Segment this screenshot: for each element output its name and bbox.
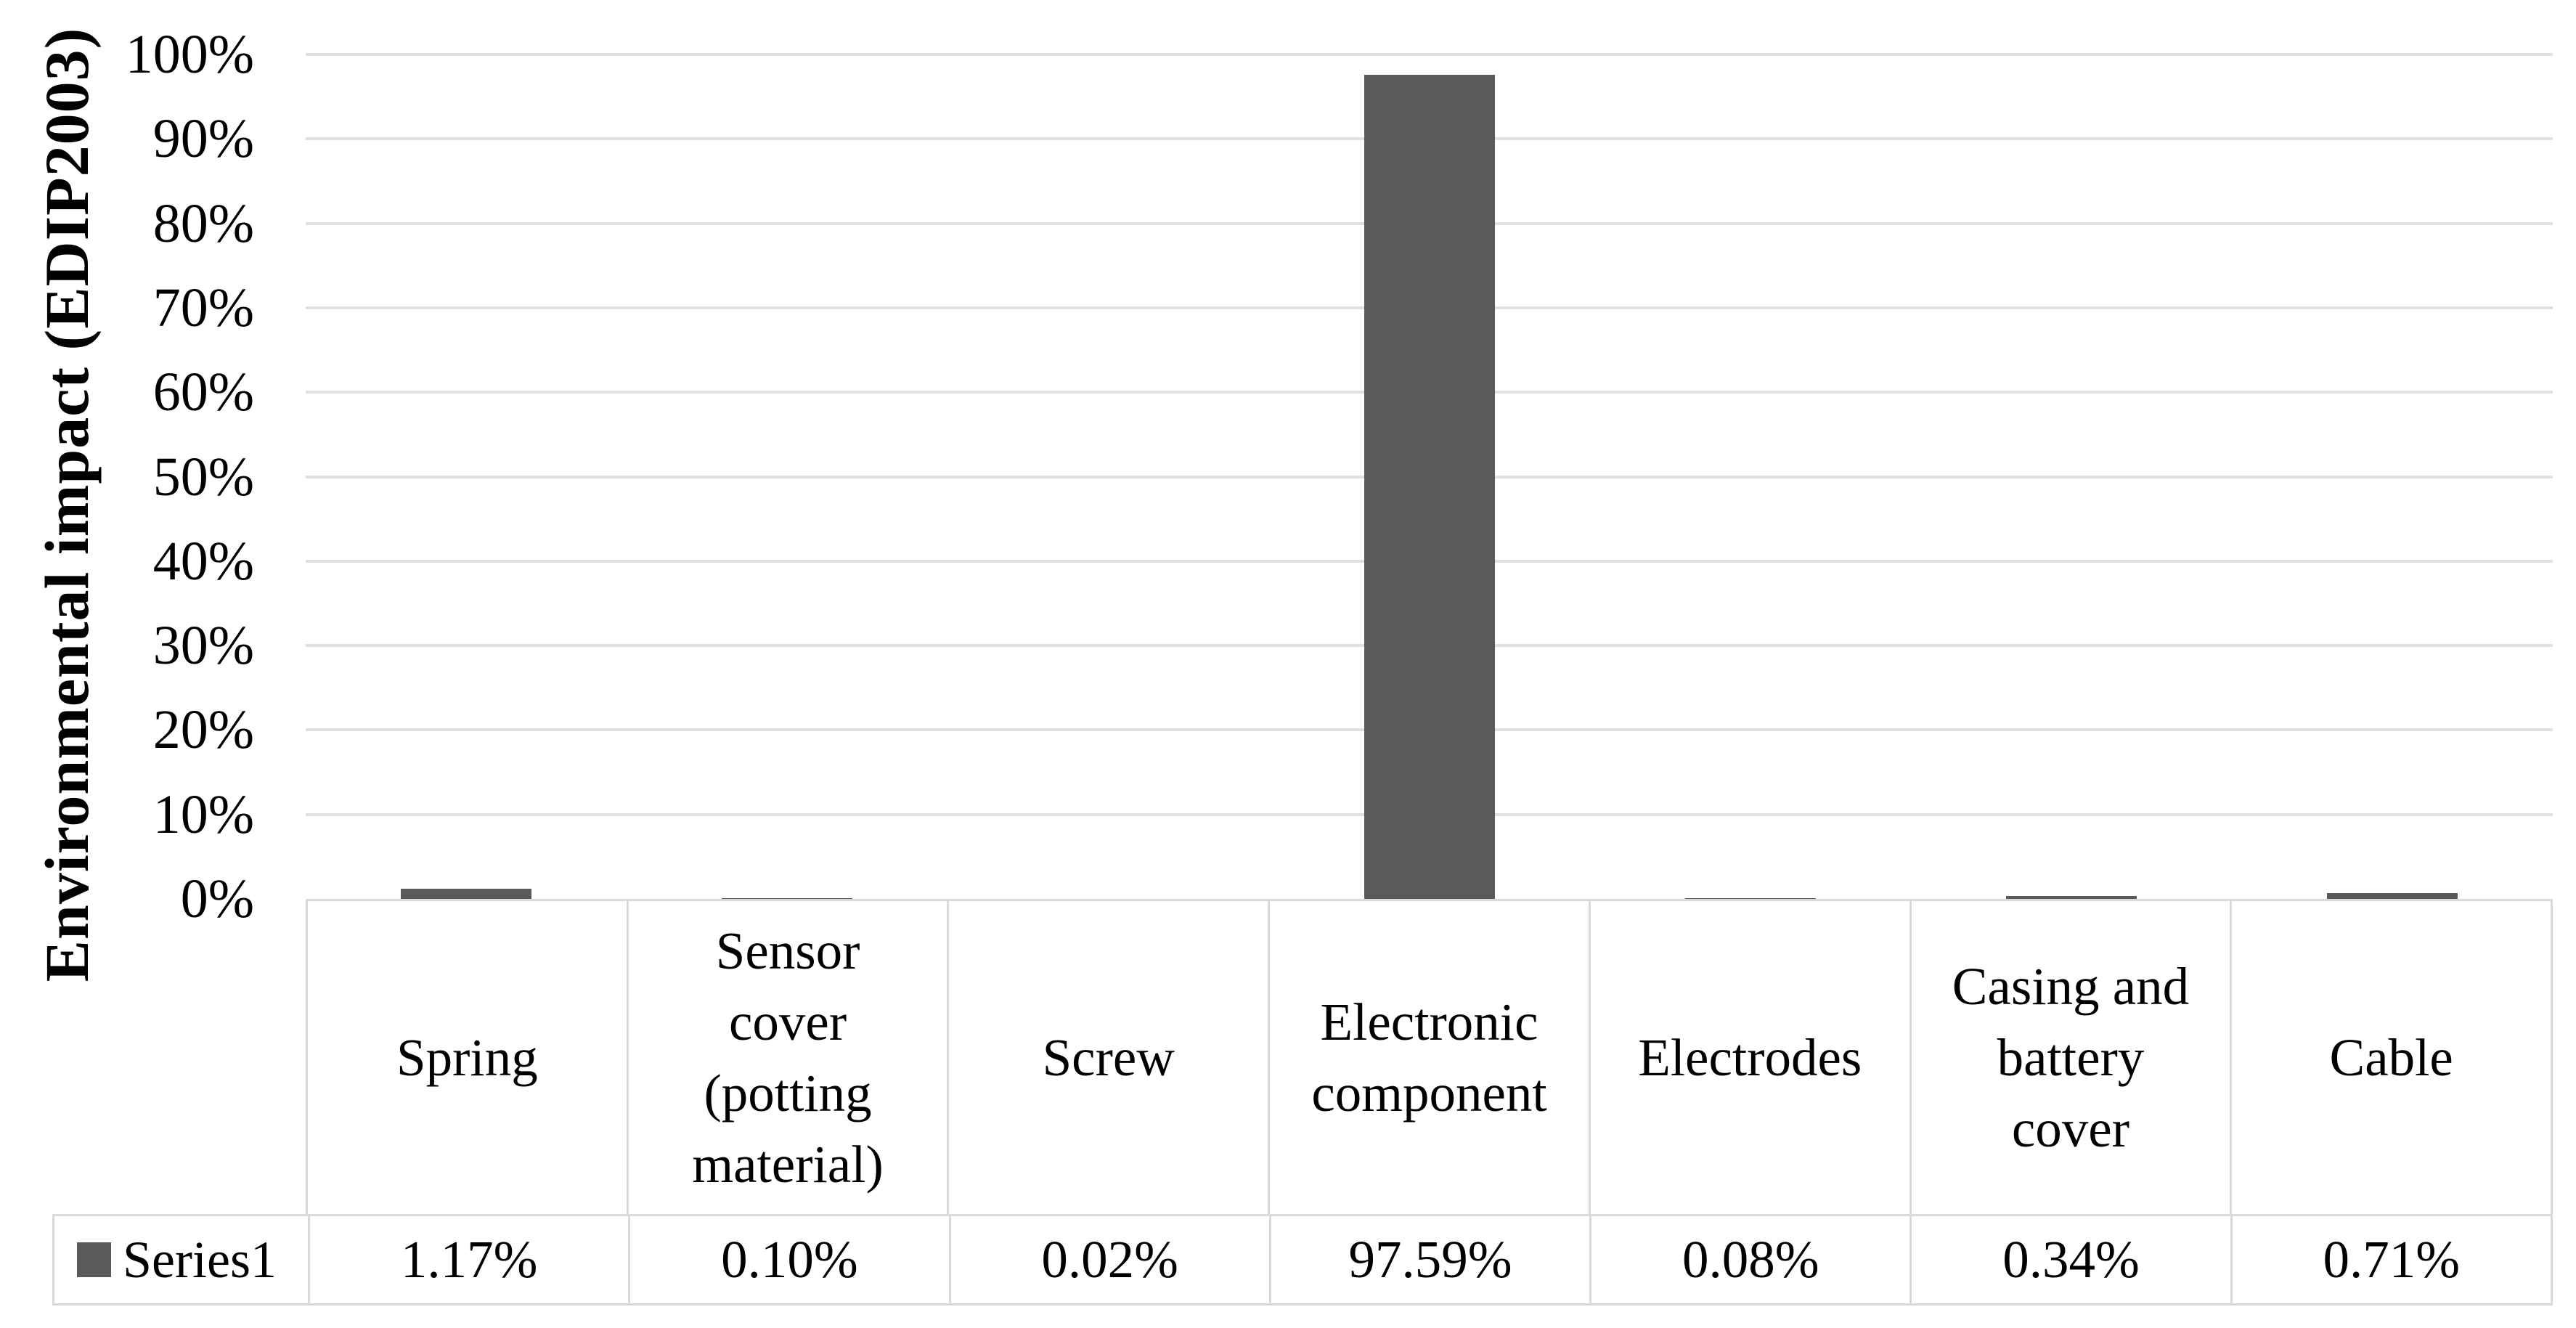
bar-cable [2326,892,2458,899]
value-cell: 0.71% [2230,1216,2551,1303]
category-cell: Cable [2230,901,2551,1214]
value-cell: 0.08% [1589,1216,1909,1303]
gridline [306,53,2553,56]
y-axis-tick-label: 80% [152,192,254,254]
data-table-category-row: Spring Sensor cover (potting material) Scr… [306,899,2553,1214]
series1-legend-label: Series1 [123,1230,277,1289]
value-cell: 97.59% [1268,1216,1589,1303]
y-axis-tick-label: 70% [152,277,254,338]
category-label: Screw [1042,1027,1175,1087]
series1-legend-swatch-icon [77,1242,111,1277]
category-label: Cable [2329,1027,2453,1087]
data-table-value-row: Series1 1.17% 0.10% 0.02% 97.59% 0.08% 0.34% 0… [52,1214,2553,1305]
value-cell: 0.10% [628,1216,948,1303]
bar-casing-and-battery-cover [2005,896,2137,899]
bar-electrodes [1684,898,1816,899]
y-axis-tick-label: 100% [125,24,254,85]
category-label: Spring [396,1027,538,1087]
legend-cell: Series1 [54,1216,308,1303]
category-label: Sensor cover (potting material) [692,921,884,1194]
y-axis-tick-label: 90% [152,108,254,170]
y-axis-tick-label: 50% [152,446,254,508]
category-label: Electrodes [1638,1027,1862,1087]
category-label: Casing and battery cover [1952,956,2190,1158]
y-axis-tick-label: 30% [152,615,254,677]
y-axis-tick-label: 0% [180,868,254,929]
bar-sensor-cover-potting-material [722,897,853,899]
value-cell: 0.34% [1909,1216,2230,1303]
plot-area [306,53,2553,899]
bar-spring [401,889,532,899]
y-axis-tick-label: 20% [152,699,254,761]
category-cell: Screw [947,901,1268,1214]
value-cell: 0.02% [948,1216,1269,1303]
category-cell: Electrodes [1588,901,1909,1214]
category-cell: Casing and battery cover [1909,901,2230,1214]
y-axis-tick-label: 40% [152,530,254,592]
y-axis-tick-label: 60% [152,362,254,423]
value-cell: 1.17% [308,1216,628,1303]
bar-electronic-component [1364,75,1495,899]
category-cell: Spring [306,901,627,1214]
category-cell: Electronic component [1268,901,1589,1214]
category-cell: Sensor cover (potting material) [626,901,947,1214]
y-axis-tick-label: 10% [152,783,254,845]
category-label: Electronic component [1311,992,1547,1123]
